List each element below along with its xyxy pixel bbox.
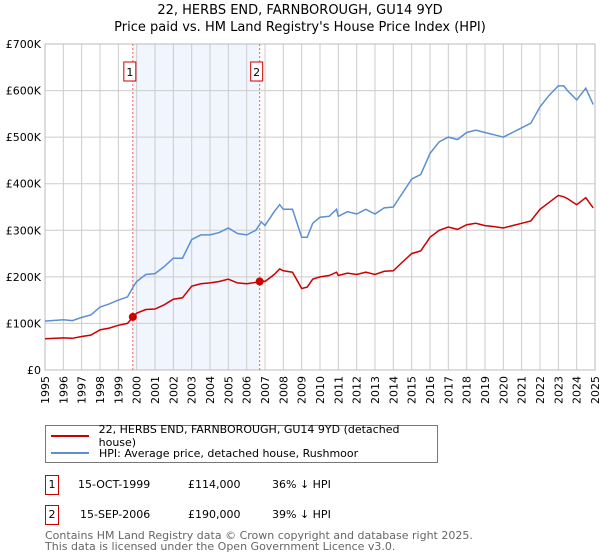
sale-date: 15-SEP-2006 — [80, 508, 151, 521]
y-tick-label: £700K — [6, 38, 42, 51]
legend-swatch-red — [51, 435, 89, 437]
sale-label-box — [123, 61, 137, 82]
x-tick-label: 2008 — [277, 376, 290, 404]
x-tick-label: 2009 — [296, 376, 309, 404]
x-tick-label: 2007 — [259, 376, 272, 404]
chart-title: 22, HERBS END, FARNBOROUGH, GU14 9YD — [157, 3, 443, 18]
x-tick-label: 1996 — [57, 376, 70, 404]
footer: Contains HM Land Registry data © Crown c… — [45, 530, 473, 552]
x-tick-label: 2003 — [186, 376, 199, 404]
sale-hpi-note: 39% ↓ HPI — [272, 508, 331, 521]
legend-label: HPI: Average price, detached house, Rush… — [99, 446, 359, 460]
x-tick-label: 2014 — [387, 376, 400, 404]
x-tick-label: 2012 — [351, 376, 364, 404]
sale-price: £190,000 — [188, 508, 241, 521]
x-tick-label: 2022 — [534, 376, 547, 404]
x-tick-label: 2021 — [516, 376, 529, 404]
x-tick-label: 2010 — [314, 376, 327, 404]
legend-swatch-blue — [51, 452, 89, 454]
x-tick-label: 2004 — [204, 376, 217, 404]
x-tick-label: 2006 — [241, 376, 254, 404]
y-tick-label: £300K — [6, 224, 42, 237]
sale-point — [128, 312, 137, 321]
x-tick-label: 2017 — [442, 376, 455, 404]
y-tick-label: £0 — [27, 364, 41, 377]
sale-label: 1 — [126, 66, 133, 79]
x-tick-label: 2016 — [424, 376, 437, 404]
sale-date: 15-OCT-1999 — [78, 478, 151, 491]
legend-item-price-paid: 22, HERBS END, FARNBOROUGH, GU14 9YD (de… — [51, 423, 437, 449]
x-tick-label: 2011 — [332, 376, 345, 404]
chart-subtitle: Price paid vs. HM Land Registry's House … — [114, 20, 486, 35]
x-tick-label: 2013 — [369, 376, 382, 404]
x-tick-label: 2020 — [497, 376, 510, 404]
shaded-period — [132, 44, 260, 370]
x-tick-label: 2002 — [167, 376, 180, 404]
x-tick-label: 2005 — [222, 376, 235, 404]
x-tick-label: 2015 — [406, 376, 419, 404]
y-tick-label: £400K — [6, 178, 42, 191]
x-tick-label: 2019 — [479, 376, 492, 404]
x-tick-label: 1997 — [76, 376, 89, 404]
sale-hpi-note: 36% ↓ HPI — [272, 478, 331, 491]
sale-marker-badge: 2 — [45, 505, 59, 525]
y-tick-label: £100K — [6, 317, 42, 330]
x-tick-label: 2000 — [131, 376, 144, 404]
price-paid-line — [44, 194, 594, 340]
sale-point — [255, 277, 264, 286]
x-tick-label: 2018 — [461, 376, 474, 404]
hpi-line — [44, 85, 594, 322]
x-tick-label: 2025 — [589, 376, 600, 404]
footer-licence: This data is licensed under the Open Gov… — [45, 540, 396, 553]
y-tick-label: £600K — [6, 85, 42, 98]
y-tick-label: £500K — [6, 131, 42, 144]
plot-frame — [44, 43, 596, 371]
legend-label: 22, HERBS END, FARNBOROUGH, GU14 9YD (de… — [98, 423, 400, 449]
x-tick-label: 1998 — [94, 376, 107, 404]
legend: 22, HERBS END, FARNBOROUGH, GU14 9YD (de… — [45, 423, 438, 463]
x-tick-label: 1999 — [112, 376, 125, 404]
x-tick-label: 2001 — [149, 376, 162, 404]
footer-copyright: Contains HM Land Registry data © Crown c… — [45, 529, 473, 542]
x-tick-label: 1995 — [39, 376, 52, 404]
y-tick-label: £200K — [6, 271, 42, 284]
legend-item-hpi: HPI: Average price, detached house, Rush… — [51, 446, 358, 460]
sale-label-box — [250, 61, 264, 82]
sale-price: £114,000 — [188, 478, 241, 491]
x-tick-label: 2024 — [571, 376, 584, 404]
sale-marker-badge: 1 — [45, 475, 59, 495]
x-tick-label: 2023 — [552, 376, 565, 404]
price-chart: 1995 1996 1997 1998 1999 2000 2001 2002 2003 2004… — [6, 38, 600, 404]
sale-label: 2 — [253, 66, 260, 79]
